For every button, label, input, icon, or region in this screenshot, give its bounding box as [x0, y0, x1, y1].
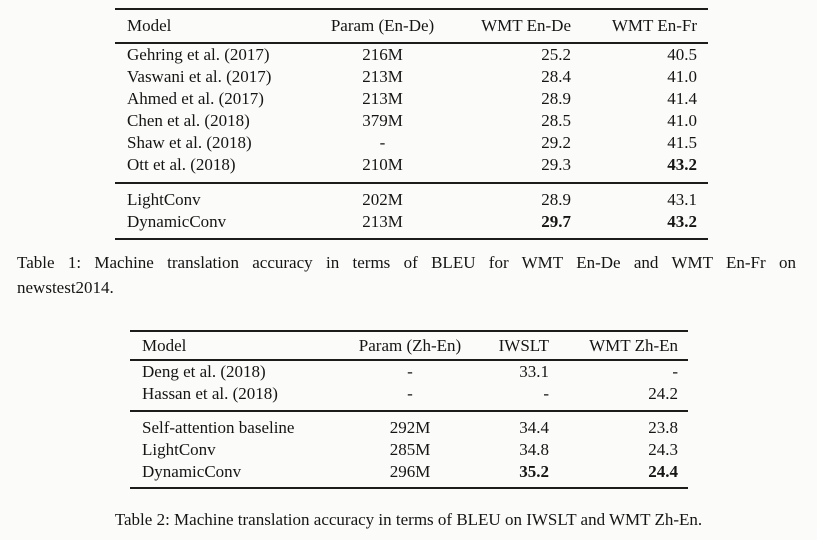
- param-cell: 285M: [389, 440, 431, 459]
- model-name-cell: Hassan et al. (2018): [142, 384, 278, 403]
- model-name-cell: Vaswani et al. (2017): [127, 67, 272, 86]
- table-row: Deng et al. (2018) - 33.1 -: [130, 360, 688, 383]
- bleu-score-cell: 41.0: [667, 67, 697, 86]
- param-cell: 213M: [362, 212, 403, 231]
- table-row: LightConv 285M 34.8 24.3: [130, 439, 688, 461]
- table-row: DynamicConv 296M 35.2 24.4: [130, 461, 688, 488]
- param-cell: 213M: [362, 67, 403, 86]
- param-cell: -: [407, 384, 413, 403]
- bleu-score-cell: 34.4: [485, 410, 553, 439]
- bleu-score-cell: 41.5: [667, 133, 697, 152]
- bleu-score-cell: 34.8: [519, 440, 549, 459]
- col-header-param-en-de: Param (En-De): [305, 9, 460, 44]
- model-name-cell: Ott et al. (2018): [127, 155, 236, 174]
- col-header-wmt-en-fr: WMT En-Fr: [572, 9, 708, 44]
- table-row: Ahmed et al. (2017) 213M 28.9 41.4: [115, 88, 708, 110]
- bleu-score-cell-best: 24.4: [648, 462, 678, 481]
- model-name-cell: LightConv: [115, 182, 305, 211]
- bleu-score-cell: 41.0: [667, 111, 697, 130]
- col-header-iwslt: IWSLT: [485, 331, 553, 361]
- col-header-wmt-en-de: WMT En-De: [460, 9, 572, 44]
- bleu-score-cell: 24.2: [648, 384, 678, 403]
- bleu-score-cell-best: 43.2: [667, 212, 697, 231]
- model-name-cell: Deng et al. (2018): [142, 362, 266, 381]
- col-header-wmt-zh-en: WMT Zh-En: [553, 331, 688, 361]
- param-cell: 379M: [362, 111, 403, 130]
- bleu-score-cell-best: 43.2: [667, 155, 697, 174]
- model-name-cell: DynamicConv: [127, 212, 227, 231]
- table-header-row: Model Param (En-De) WMT En-De WMT En-Fr: [115, 9, 708, 44]
- param-cell: 202M: [305, 182, 460, 211]
- bleu-score-cell: 40.5: [667, 45, 697, 64]
- caption-line: Table 1: Machine translation accuracy in…: [17, 253, 796, 272]
- model-name-cell: LightConv: [142, 440, 216, 459]
- wmt-results-table: Model Param (En-De) WMT En-De WMT En-Fr …: [115, 8, 708, 240]
- param-cell: 210M: [362, 155, 403, 174]
- bleu-score-cell: -: [672, 362, 678, 381]
- bleu-score-cell: 41.4: [667, 89, 697, 108]
- table-row: LightConv 202M 28.9 43.1: [115, 182, 708, 211]
- bleu-score-cell: 29.3: [541, 155, 571, 174]
- table-row: Hassan et al. (2018) - - 24.2: [130, 383, 688, 411]
- col-header-model: Model: [130, 331, 335, 361]
- model-name-cell: Ahmed et al. (2017): [127, 89, 264, 108]
- bleu-score-cell: 33.1: [519, 362, 549, 381]
- table-row: Shaw et al. (2018) - 29.2 41.5: [115, 132, 708, 154]
- col-header-model: Model: [115, 9, 305, 44]
- bleu-score-cell: 28.4: [541, 67, 571, 86]
- bleu-score-cell: 25.2: [541, 45, 571, 64]
- model-name-cell: Shaw et al. (2018): [127, 133, 252, 152]
- table-header-row: Model Param (Zh-En) IWSLT WMT Zh-En: [130, 331, 688, 361]
- model-name-cell: Gehring et al. (2017): [127, 45, 270, 64]
- bleu-score-cell: 23.8: [553, 410, 688, 439]
- table-row: Gehring et al. (2017) 216M 25.2 40.5: [115, 43, 708, 66]
- bleu-score-cell: 24.3: [648, 440, 678, 459]
- bleu-score-cell: 28.9: [541, 89, 571, 108]
- bleu-score-cell: 43.1: [572, 182, 708, 211]
- table-row: Ott et al. (2018) 210M 29.3 43.2: [115, 154, 708, 183]
- table-2-caption: Table 2: Machine translation accuracy in…: [114, 510, 703, 529]
- bleu-score-cell-best: 35.2: [519, 462, 549, 481]
- table-row: DynamicConv 213M 29.7 43.2: [115, 211, 708, 239]
- param-cell: -: [407, 362, 413, 381]
- model-name-cell: Chen et al. (2018): [127, 111, 250, 130]
- model-name-cell: DynamicConv: [142, 462, 242, 481]
- param-cell: 292M: [335, 410, 485, 439]
- param-cell: 213M: [362, 89, 403, 108]
- col-header-param-zh-en: Param (Zh-En): [335, 331, 485, 361]
- table-row: Chen et al. (2018) 379M 28.5 41.0: [115, 110, 708, 132]
- table-row: Self-attention baseline 292M 34.4 23.8: [130, 410, 688, 439]
- bleu-score-cell: 29.2: [541, 133, 571, 152]
- bleu-score-cell-best: 29.7: [541, 212, 571, 231]
- caption-line: newstest2014.: [17, 278, 114, 297]
- table-1-caption: Table 1: Machine translation accuracy in…: [17, 250, 796, 300]
- bleu-score-cell: 28.9: [460, 182, 572, 211]
- param-cell: 296M: [389, 462, 431, 481]
- bleu-score-cell: -: [543, 384, 549, 403]
- table-row: Vaswani et al. (2017) 213M 28.4 41.0: [115, 66, 708, 88]
- zh-en-results-table: Model Param (Zh-En) IWSLT WMT Zh-En Deng…: [130, 330, 688, 489]
- bleu-score-cell: 28.5: [541, 111, 571, 130]
- param-cell: -: [379, 133, 386, 152]
- param-cell: 216M: [362, 45, 403, 64]
- model-name-cell: Self-attention baseline: [130, 410, 335, 439]
